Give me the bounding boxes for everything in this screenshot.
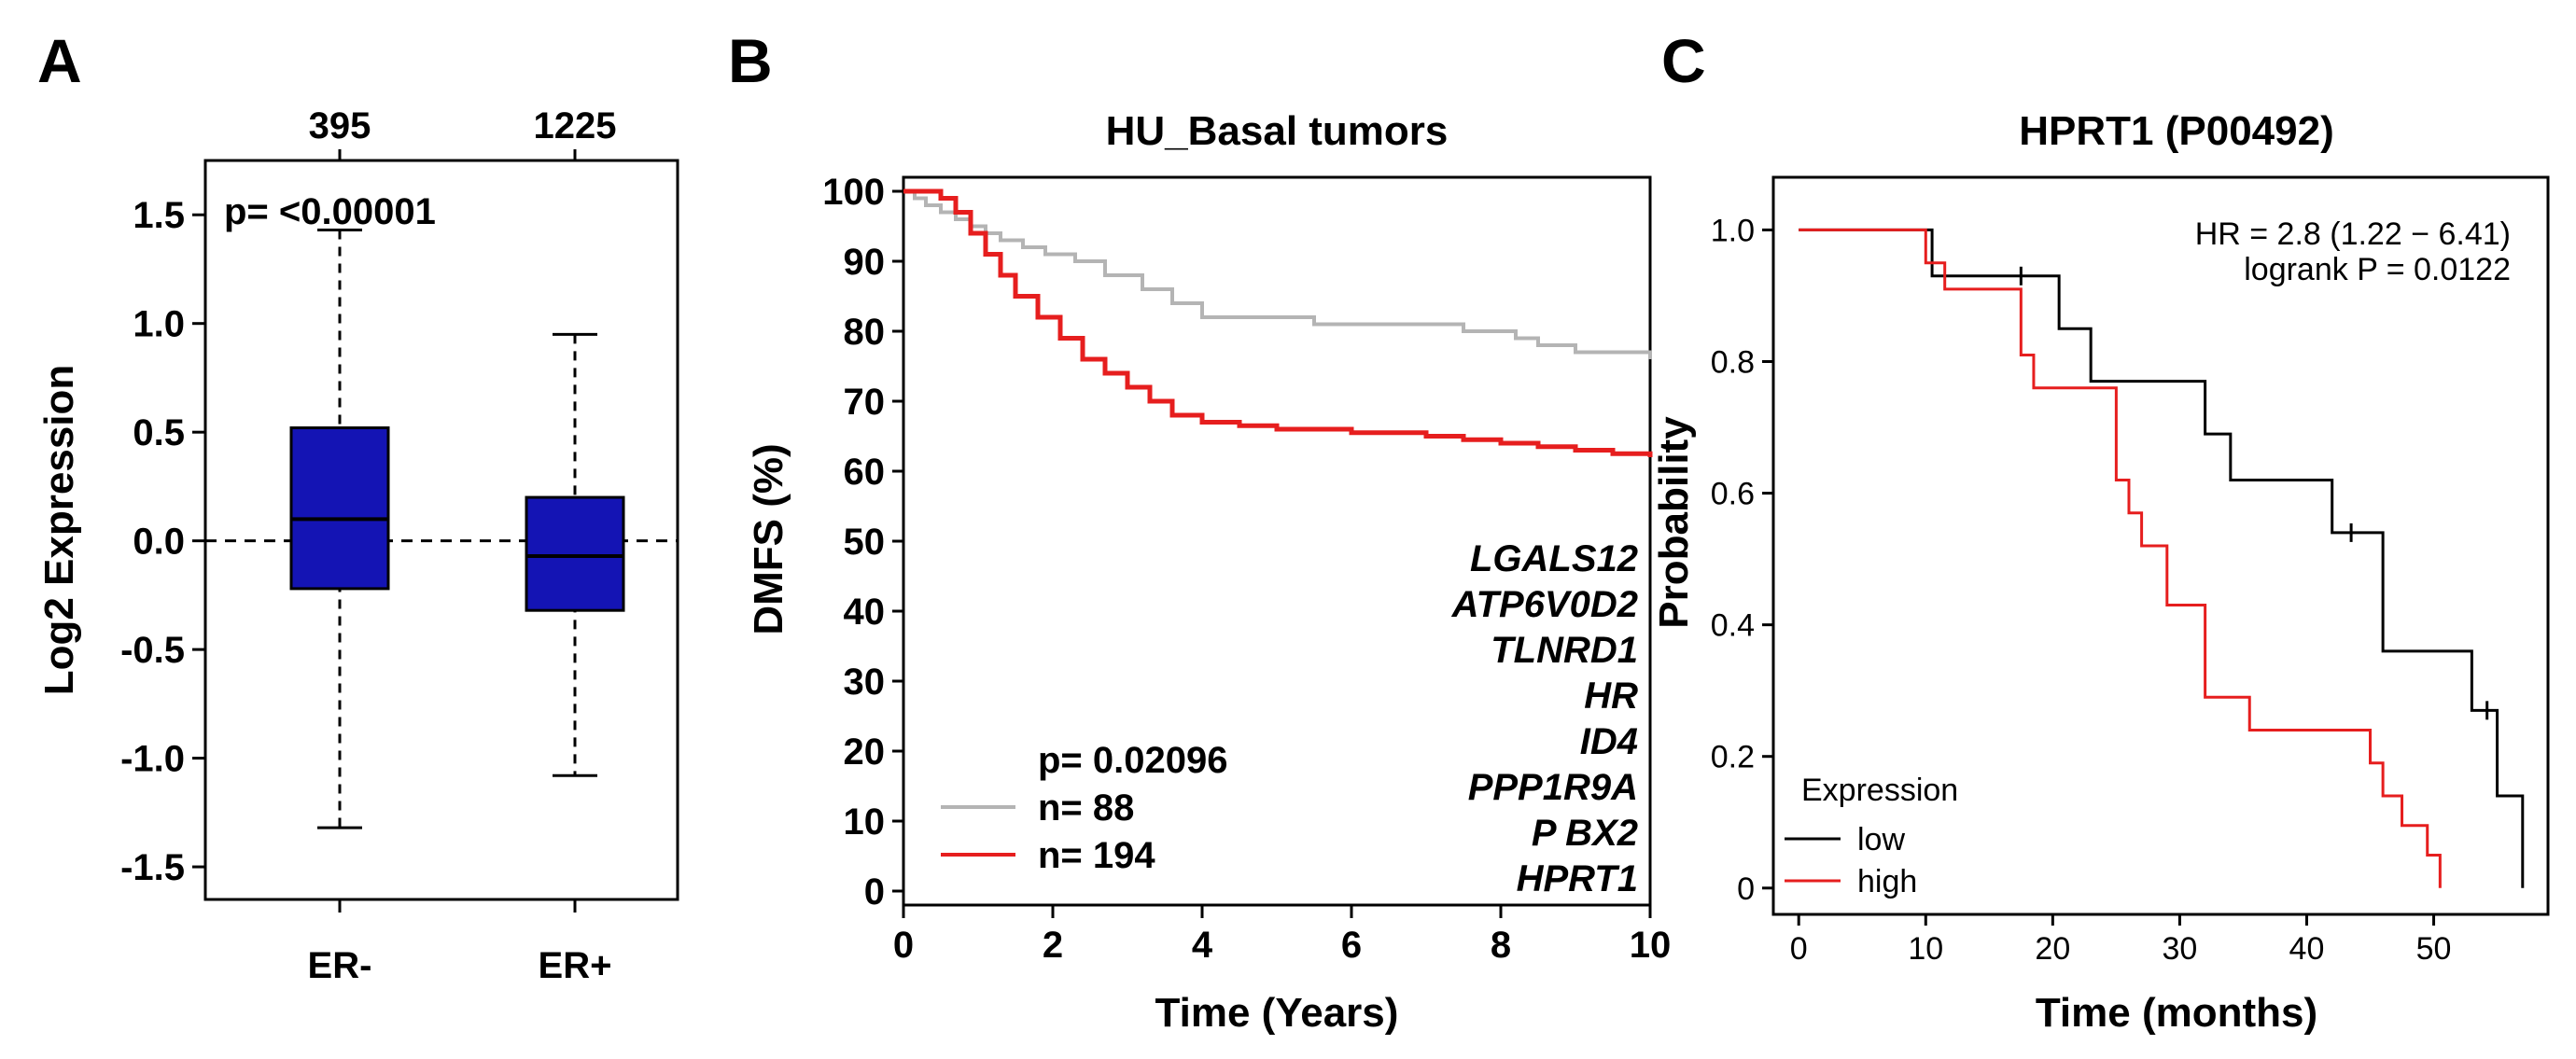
x-tick-label: 20 <box>2035 931 2070 967</box>
legend-label-low: low <box>1857 822 1905 857</box>
y-tick-label: 1.0 <box>133 304 185 345</box>
survival-curve-n194 <box>903 188 1653 457</box>
panel-c-plot-frame <box>1771 175 2550 916</box>
y-tick-label: 0 <box>864 871 885 913</box>
y-tick-label: 100 <box>822 172 885 213</box>
gene-label: ID4 <box>1580 721 1638 762</box>
y-tick-label: 30 <box>844 662 886 703</box>
legend-label-n194: n= 194 <box>1038 835 1155 876</box>
panel-a-x-axis: ER- ER+ <box>308 899 612 986</box>
y-tick-label: 60 <box>844 452 886 493</box>
y-tick-label: 0.6 <box>1711 477 1755 512</box>
panel-a-n-er-pos: 1225 <box>534 105 617 146</box>
panel-a-p-value: p= <0.00001 <box>224 191 436 232</box>
x-tick-label: 2 <box>1043 925 1063 966</box>
y-tick-label: 0.0 <box>133 522 185 563</box>
gene-label: HR <box>1584 676 1638 717</box>
panel-b-ylabel: DMFS (%) <box>746 443 791 634</box>
x-tick-label: 10 <box>1908 931 1943 967</box>
x-tick-label: 8 <box>1491 925 1511 966</box>
y-tick-label: -1.0 <box>120 739 185 780</box>
x-tick-label: ER+ <box>539 945 612 986</box>
panel-letter-b: B <box>728 26 773 95</box>
x-tick-label: 30 <box>2162 931 2197 967</box>
survival-curve-n88 <box>903 189 1652 359</box>
y-tick-label: -0.5 <box>120 630 185 671</box>
y-tick-label: 90 <box>844 242 886 283</box>
y-tick-label: 0.5 <box>133 412 185 453</box>
panel-c-hazard-ratio: HR = 2.8 (1.22 − 6.41) <box>2195 216 2511 252</box>
panel-c-ylabel: Probability <box>1651 416 1697 629</box>
legend-label-n88: n= 88 <box>1038 787 1134 829</box>
gene-label: PPP1R9A <box>1468 767 1638 808</box>
y-tick-label: 0 <box>1737 871 1755 907</box>
panel-b-title: HU_Basal tumors <box>1106 108 1449 154</box>
panel-a-y-axis: 1.5 1.0 0.5 0.0 -0.5 -1.0 -1.5 <box>120 195 205 888</box>
panel-b-p-value: p= 0.02096 <box>1038 740 1228 781</box>
panel-c-x-axis: 0 10 20 30 40 50 <box>1790 914 2452 967</box>
panel-c-xlabel: Time (months) <box>2036 990 2317 1036</box>
box-iqr <box>289 426 390 591</box>
gene-label: TLNRD1 <box>1491 630 1638 671</box>
panel-a: A 395 1225 p= <0.00001 Log2 Expression 1… <box>36 26 679 986</box>
y-tick-label: 1.5 <box>133 195 185 236</box>
y-tick-label: 0.8 <box>1711 345 1755 381</box>
panel-c: C HPRT1 (P00492) Probability Time (month… <box>1651 26 2550 1036</box>
gene-label: HPRT1 <box>1517 858 1638 899</box>
y-tick-label: 40 <box>844 592 886 633</box>
x-tick-label: ER- <box>308 945 372 986</box>
panel-a-boxes <box>289 229 625 829</box>
y-tick-label: 1.0 <box>1711 213 1755 248</box>
y-tick-label: 20 <box>844 732 886 773</box>
y-tick-label: -1.5 <box>120 847 185 888</box>
x-tick-label: 0 <box>1790 931 1808 967</box>
x-tick-label: 6 <box>1341 925 1362 966</box>
gene-label: ATP6V0D2 <box>1451 584 1638 625</box>
x-tick-label: 40 <box>2289 931 2325 967</box>
x-tick-label: 4 <box>1192 925 1213 966</box>
panel-b-legend: p= 0.02096 n= 88 n= 194 <box>941 740 1228 876</box>
gene-label: P BX2 <box>1532 813 1638 854</box>
x-tick-label: 0 <box>893 925 914 966</box>
y-tick-label: 80 <box>844 312 886 353</box>
panel-a-n-er-neg: 395 <box>309 105 371 146</box>
x-tick-label: 10 <box>1630 925 1672 966</box>
y-tick-label: 10 <box>844 801 886 843</box>
panel-b-xlabel: Time (Years) <box>1155 990 1399 1036</box>
y-tick-label: 0.2 <box>1711 740 1755 775</box>
panel-c-y-axis: 1.0 0.8 0.6 0.4 0.2 0 <box>1711 213 1773 907</box>
panel-letter-c: C <box>1661 26 1706 95</box>
legend-label-high: high <box>1857 864 1917 899</box>
survival-curve-high <box>1799 228 2442 888</box>
panel-c-survival-curves <box>1799 228 2525 888</box>
y-tick-label: 50 <box>844 522 886 563</box>
box-iqr <box>525 495 625 612</box>
panel-b-gene-list: LGALS12 ATP6V0D2 TLNRD1 HR ID4 PPP1R9A P… <box>1451 538 1638 899</box>
panel-b: B HU_Basal tumors DMFS (%) Time (Years) … <box>728 26 1671 1036</box>
y-tick-label: 70 <box>844 382 886 423</box>
y-tick-label: 0.4 <box>1711 608 1755 644</box>
x-tick-label: 50 <box>2416 931 2452 967</box>
panel-b-x-axis: 0 2 4 6 8 10 <box>893 905 1671 966</box>
panel-c-title: HPRT1 (P00492) <box>2019 108 2333 154</box>
panel-c-logrank: logrank P = 0.0122 <box>2244 252 2511 287</box>
panel-c-legend: Expression low high <box>1785 773 1958 899</box>
panel-a-ylabel: Log2 Expression <box>36 365 82 696</box>
panel-letter-a: A <box>37 26 82 95</box>
legend-title: Expression <box>1801 773 1958 808</box>
panel-b-survival-curves <box>903 188 1653 457</box>
gene-label: LGALS12 <box>1470 538 1638 579</box>
survival-curve-low <box>1799 228 2525 888</box>
